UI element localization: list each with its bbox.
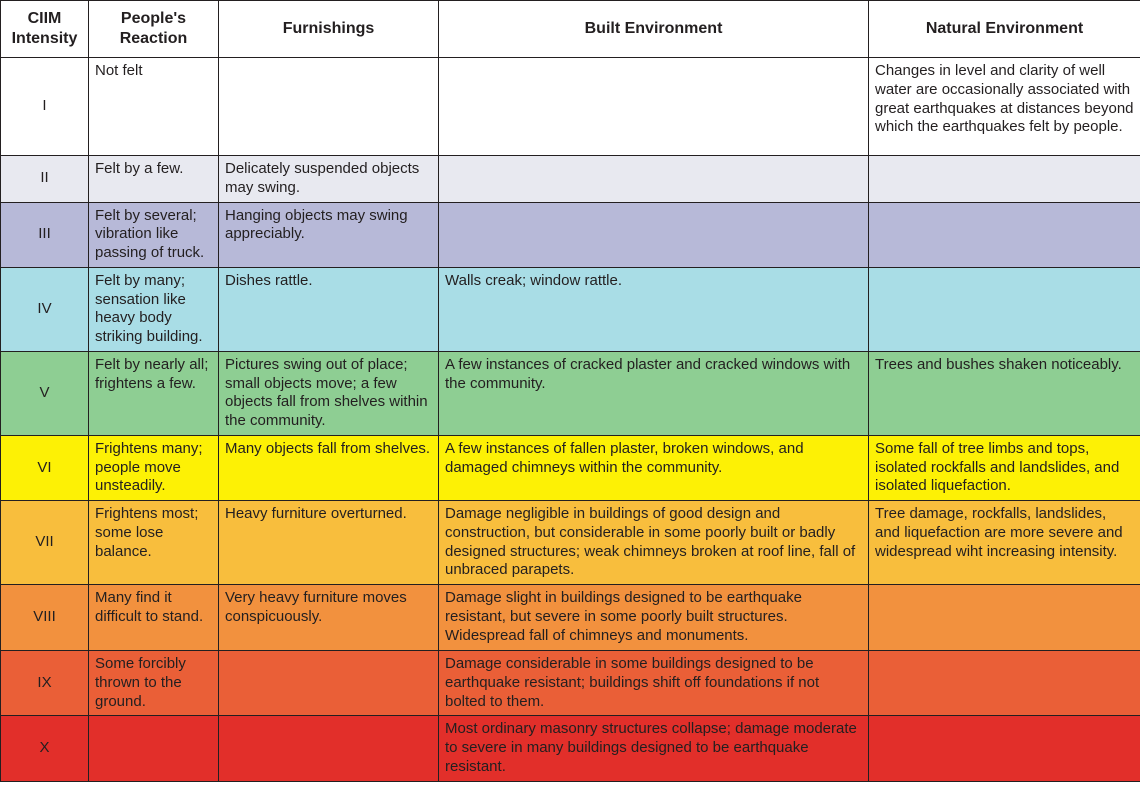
cell-natural [869, 585, 1140, 651]
cell-furnishings: Pictures swing out of place; small objec… [219, 351, 439, 435]
cell-furnishings: Very heavy furniture moves conspicuously… [219, 585, 439, 651]
cell-reaction: Felt by many; sensation like heavy body … [89, 267, 219, 351]
cell-natural [869, 267, 1140, 351]
cell-furnishings: Many objects fall from shelves. [219, 435, 439, 500]
table-row: IIFelt by a few.Delicately suspended obj… [1, 156, 1140, 203]
cell-intensity: V [1, 351, 89, 435]
cell-built: A few instances of cracked plaster and c… [439, 351, 869, 435]
cell-natural: Tree damage, rockfalls, landslides, and … [869, 501, 1140, 585]
cell-built [439, 202, 869, 267]
header-furnishings: Furnishings [219, 1, 439, 58]
cell-built [439, 156, 869, 203]
cell-furnishings: Hanging objects may swing appreciably. [219, 202, 439, 267]
table-row: VIIIMany find it difficult to stand.Very… [1, 585, 1140, 651]
cell-reaction: Felt by nearly all; frightens a few. [89, 351, 219, 435]
cell-reaction: Felt by a few. [89, 156, 219, 203]
cell-reaction: Many find it difficult to stand. [89, 585, 219, 651]
cell-reaction: Frightens many; people move unsteadily. [89, 435, 219, 500]
header-natural: Natural Environment [869, 1, 1140, 58]
table-row: IIIFelt by several; vibration like passi… [1, 202, 1140, 267]
table-row: IXSome forcibly thrown to the ground. Dam… [1, 651, 1140, 716]
cell-reaction: Not felt [89, 58, 219, 156]
cell-reaction: Some forcibly thrown to the ground. [89, 651, 219, 716]
cell-natural [869, 651, 1140, 716]
cell-natural: Some fall of tree limbs and tops, isolat… [869, 435, 1140, 500]
cell-intensity: X [1, 716, 89, 781]
cell-intensity: VIII [1, 585, 89, 651]
table-row: X Most ordinary masonry structures collap… [1, 716, 1140, 781]
cell-natural: Trees and bushes shaken noticeably. [869, 351, 1140, 435]
cell-intensity: VII [1, 501, 89, 585]
cell-reaction: Felt by several; vibration like passing … [89, 202, 219, 267]
cell-natural [869, 202, 1140, 267]
cell-built: Damage negligible in buildings of good d… [439, 501, 869, 585]
header-built: Built Environment [439, 1, 869, 58]
cell-reaction: Frightens most; some lose balance. [89, 501, 219, 585]
cell-built: Most ordinary masonry structures collaps… [439, 716, 869, 781]
cell-intensity: VI [1, 435, 89, 500]
table-row: IVFelt by many; sensation like heavy bod… [1, 267, 1140, 351]
cell-furnishings: Heavy furniture overturned. [219, 501, 439, 585]
cell-intensity: IX [1, 651, 89, 716]
table-row: VIIFrightens most; some lose balance.Hea… [1, 501, 1140, 585]
header-intensity: CIIMIntensity [1, 1, 89, 58]
cell-built: Damage slight in buildings designed to b… [439, 585, 869, 651]
cell-furnishings [219, 58, 439, 156]
cell-intensity: III [1, 202, 89, 267]
header-reaction: People'sReaction [89, 1, 219, 58]
cell-intensity: IV [1, 267, 89, 351]
cell-natural [869, 716, 1140, 781]
cell-furnishings: Dishes rattle. [219, 267, 439, 351]
table-body: INot felt Changes in level and clarity of… [1, 58, 1140, 782]
cell-intensity: II [1, 156, 89, 203]
table-row: VFelt by nearly all; frightens a few.Pic… [1, 351, 1140, 435]
cell-natural [869, 156, 1140, 203]
cell-natural: Changes in level and clarity of well wat… [869, 58, 1140, 156]
cell-furnishings [219, 716, 439, 781]
cell-furnishings [219, 651, 439, 716]
cell-built [439, 58, 869, 156]
header-row: CIIMIntensityPeople'sReactionFurnishings… [1, 1, 1140, 58]
cell-built: A few instances of fallen plaster, broke… [439, 435, 869, 500]
table-row: VIFrightens many; people move unsteadily… [1, 435, 1140, 500]
cell-reaction [89, 716, 219, 781]
cell-built: Damage considerable in some buildings de… [439, 651, 869, 716]
cell-built: Walls creak; window rattle. [439, 267, 869, 351]
cell-intensity: I [1, 58, 89, 156]
cell-furnishings: Delicately suspended objects may swing. [219, 156, 439, 203]
table-row: INot felt Changes in level and clarity of… [1, 58, 1140, 156]
intensity-table: CIIMIntensityPeople'sReactionFurnishings… [0, 0, 1140, 782]
